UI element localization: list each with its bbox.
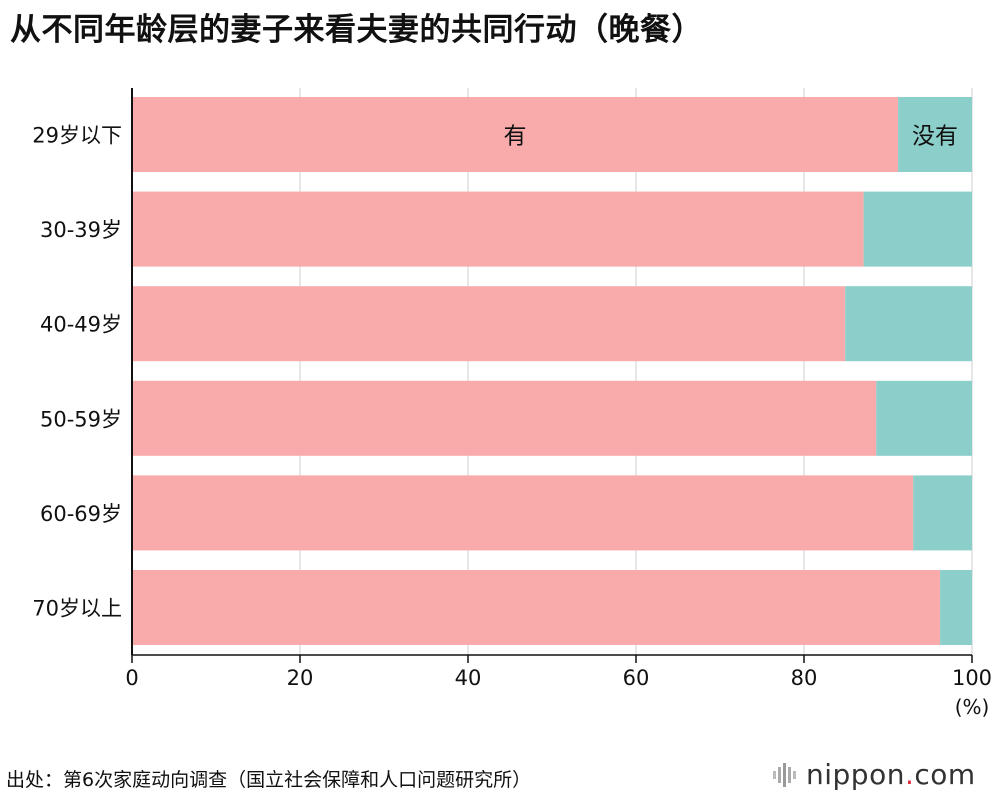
x-tick-label: 100 <box>952 666 992 690</box>
bar-segment <box>132 286 846 362</box>
brand-logo: nippon.com <box>772 758 976 791</box>
series-label: 有 <box>504 124 527 150</box>
category-label: 60-69岁 <box>40 502 122 526</box>
axes <box>131 88 973 663</box>
x-tick-label: 0 <box>125 666 138 690</box>
source-note: 出处：第6次家庭动向调查（国立社会保障和人口问题研究所） <box>6 769 532 791</box>
bar-segment <box>940 570 972 645</box>
category-label: 30-39岁 <box>40 218 122 242</box>
bars <box>132 97 972 645</box>
category-label: 50-59岁 <box>40 407 122 431</box>
bar-segment <box>132 380 877 456</box>
x-tick-label: 20 <box>287 666 314 690</box>
x-tick-label: 60 <box>623 666 650 690</box>
bar-segment <box>898 97 972 172</box>
category-label: 29岁以下 <box>32 124 122 148</box>
sound-wave-icon <box>773 762 796 787</box>
bar-segment <box>913 475 972 551</box>
category-label: 40-49岁 <box>40 313 122 337</box>
bar-segment <box>132 97 899 172</box>
series-label: 没有 <box>912 124 958 150</box>
bar-segment <box>132 475 914 551</box>
bar-segment <box>132 191 864 267</box>
gridlines <box>299 88 973 655</box>
x-unit-label: (%) <box>955 695 990 719</box>
category-label: 70岁以上 <box>32 597 122 621</box>
brand-name: nippon.com <box>806 758 976 791</box>
x-tick-label: 40 <box>455 666 482 690</box>
bar-segment <box>876 380 972 456</box>
bar-segment <box>132 570 941 645</box>
bar-segment <box>845 286 972 362</box>
bar-segment <box>863 191 972 267</box>
x-tick-label: 80 <box>791 666 818 690</box>
labels: 29岁以下 30-39岁 40-49岁 50-59岁 60-69岁 70岁以上 有 没有 0 20… <box>32 124 992 720</box>
chart-title: 从不同年龄层的妻子来看夫妻的共同行动（晚餐） <box>10 12 703 48</box>
